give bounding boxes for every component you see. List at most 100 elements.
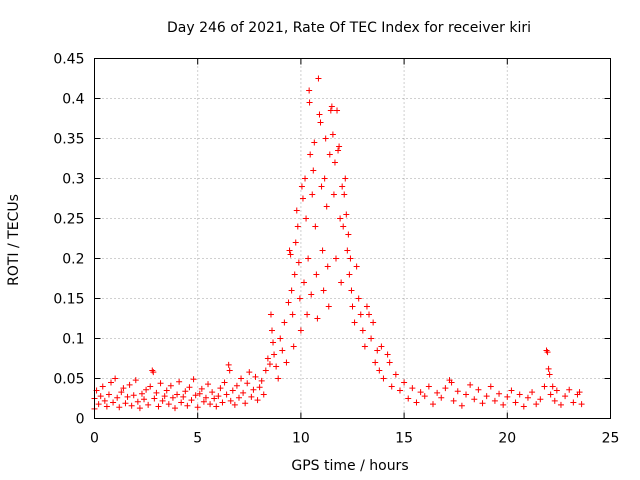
data-point <box>145 401 152 408</box>
data-point <box>347 255 354 262</box>
axis-ticks: 0 0.05 0.1 0.15 0.2 0.25 0.3 0.35 0.4 0.45 0 5 10 15 2… <box>53 52 619 447</box>
data-point <box>176 378 183 385</box>
data-point <box>370 319 377 326</box>
data-point <box>319 247 326 254</box>
data-point <box>541 383 548 390</box>
data-point <box>533 401 540 408</box>
data-point <box>421 393 428 400</box>
data-point <box>110 399 117 406</box>
data-point <box>349 303 356 310</box>
x-tick-label: 20 <box>498 431 516 447</box>
data-point <box>207 401 214 408</box>
data-point <box>163 387 170 394</box>
data-point <box>483 393 490 400</box>
data-point <box>264 355 271 362</box>
data-point <box>235 394 242 401</box>
data-point <box>174 391 181 398</box>
y-tick-label: 0.2 <box>62 252 84 268</box>
data-point <box>491 397 498 404</box>
data-point <box>132 377 139 384</box>
data-point <box>331 159 338 166</box>
data-point <box>374 347 381 354</box>
data-point <box>310 167 317 174</box>
data-point <box>225 361 232 368</box>
data-point <box>302 175 309 182</box>
data-point <box>520 403 527 410</box>
data-point <box>250 386 257 393</box>
data-point <box>124 393 131 400</box>
data-point <box>544 349 551 356</box>
data-point <box>355 295 362 302</box>
data-point <box>570 399 577 406</box>
data-point <box>122 400 129 407</box>
data-point <box>298 183 305 190</box>
data-point <box>508 387 515 394</box>
data-point <box>434 389 441 396</box>
data-point <box>167 382 174 389</box>
data-point <box>512 399 519 406</box>
data-point <box>454 388 461 395</box>
data-point <box>290 343 297 350</box>
data-point <box>159 397 166 404</box>
data-point <box>327 107 334 114</box>
data-point <box>205 381 212 388</box>
data-point <box>325 303 332 310</box>
data-point <box>388 383 395 390</box>
data-point <box>227 397 234 404</box>
y-tick-label: 0.35 <box>53 132 84 148</box>
data-point <box>342 175 349 182</box>
data-point <box>396 387 403 394</box>
data-point <box>409 385 416 392</box>
data-point <box>151 395 158 402</box>
data-point <box>334 107 341 114</box>
data-point <box>450 397 457 404</box>
data-point <box>267 311 274 318</box>
data-point <box>314 315 321 322</box>
x-tick-label: 5 <box>193 431 202 447</box>
data-point <box>209 389 216 396</box>
data-point <box>328 103 335 110</box>
data-point <box>549 383 556 390</box>
data-point <box>475 386 482 393</box>
data-point <box>120 385 127 392</box>
data-point <box>275 375 282 382</box>
data-point <box>363 303 370 310</box>
data-point <box>223 391 230 398</box>
data-point <box>380 375 387 382</box>
data-point <box>353 263 360 270</box>
data-point <box>547 391 554 398</box>
data-point <box>438 394 445 401</box>
data-points <box>91 75 585 412</box>
data-point <box>553 387 560 394</box>
data-point <box>114 394 121 401</box>
x-axis-label: GPS time / hours <box>291 458 408 474</box>
data-point <box>405 395 412 402</box>
data-point <box>359 327 366 334</box>
data-point <box>147 383 154 390</box>
data-point <box>401 379 408 386</box>
data-point <box>320 287 327 294</box>
data-point <box>529 389 536 396</box>
data-point <box>266 361 273 368</box>
data-point <box>384 351 391 358</box>
y-axis-label: ROTI / TECUs <box>6 194 22 286</box>
data-point <box>324 263 331 270</box>
data-point <box>287 251 294 258</box>
data-point <box>286 247 293 254</box>
data-point <box>295 259 302 266</box>
data-point <box>516 391 523 398</box>
y-tick-label: 0.15 <box>53 292 84 308</box>
data-point <box>345 231 352 238</box>
data-point <box>545 365 552 372</box>
data-point <box>344 247 351 254</box>
data-point <box>321 175 328 182</box>
data-point <box>311 139 318 146</box>
data-point <box>372 359 379 366</box>
data-point <box>217 385 224 392</box>
data-point <box>248 393 255 400</box>
data-point <box>150 369 157 376</box>
data-point <box>458 402 465 409</box>
data-point <box>240 389 247 396</box>
data-point <box>291 271 298 278</box>
data-point <box>118 389 125 396</box>
